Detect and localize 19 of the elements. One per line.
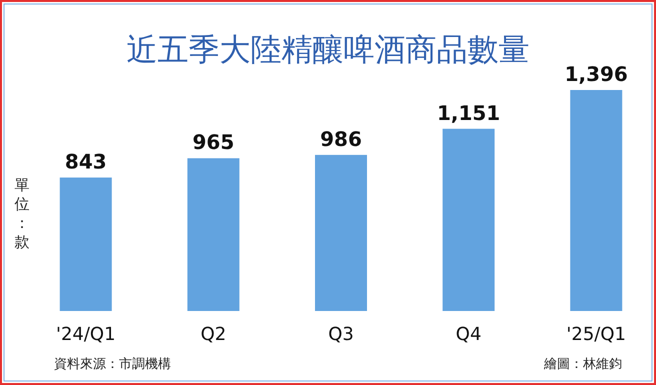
data-label: 1,151	[436, 100, 500, 125]
bar	[570, 90, 622, 311]
text: 繪圖：林維鈞	[543, 357, 622, 372]
data-label: 986	[320, 126, 362, 151]
data-label: 1,396	[564, 62, 628, 86]
data-label: 843	[64, 150, 107, 174]
bar	[60, 178, 112, 311]
chart-title: 近五季大陸精釀啤酒商品數量	[126, 32, 530, 68]
bar	[315, 154, 367, 311]
bar	[442, 128, 495, 311]
y-axis-title: 單位：款	[14, 176, 30, 251]
bar	[187, 158, 240, 311]
x-tick-label: Q4	[456, 324, 482, 345]
source-note: 資料來源：市調機構	[54, 357, 171, 372]
x-tick-label: '24/Q1	[56, 324, 116, 345]
x-tick-label: Q3	[328, 324, 354, 345]
x-tick-label: '25/Q1	[566, 324, 626, 345]
data-label: 965	[192, 130, 234, 154]
x-tick-label: Q2	[200, 324, 226, 345]
